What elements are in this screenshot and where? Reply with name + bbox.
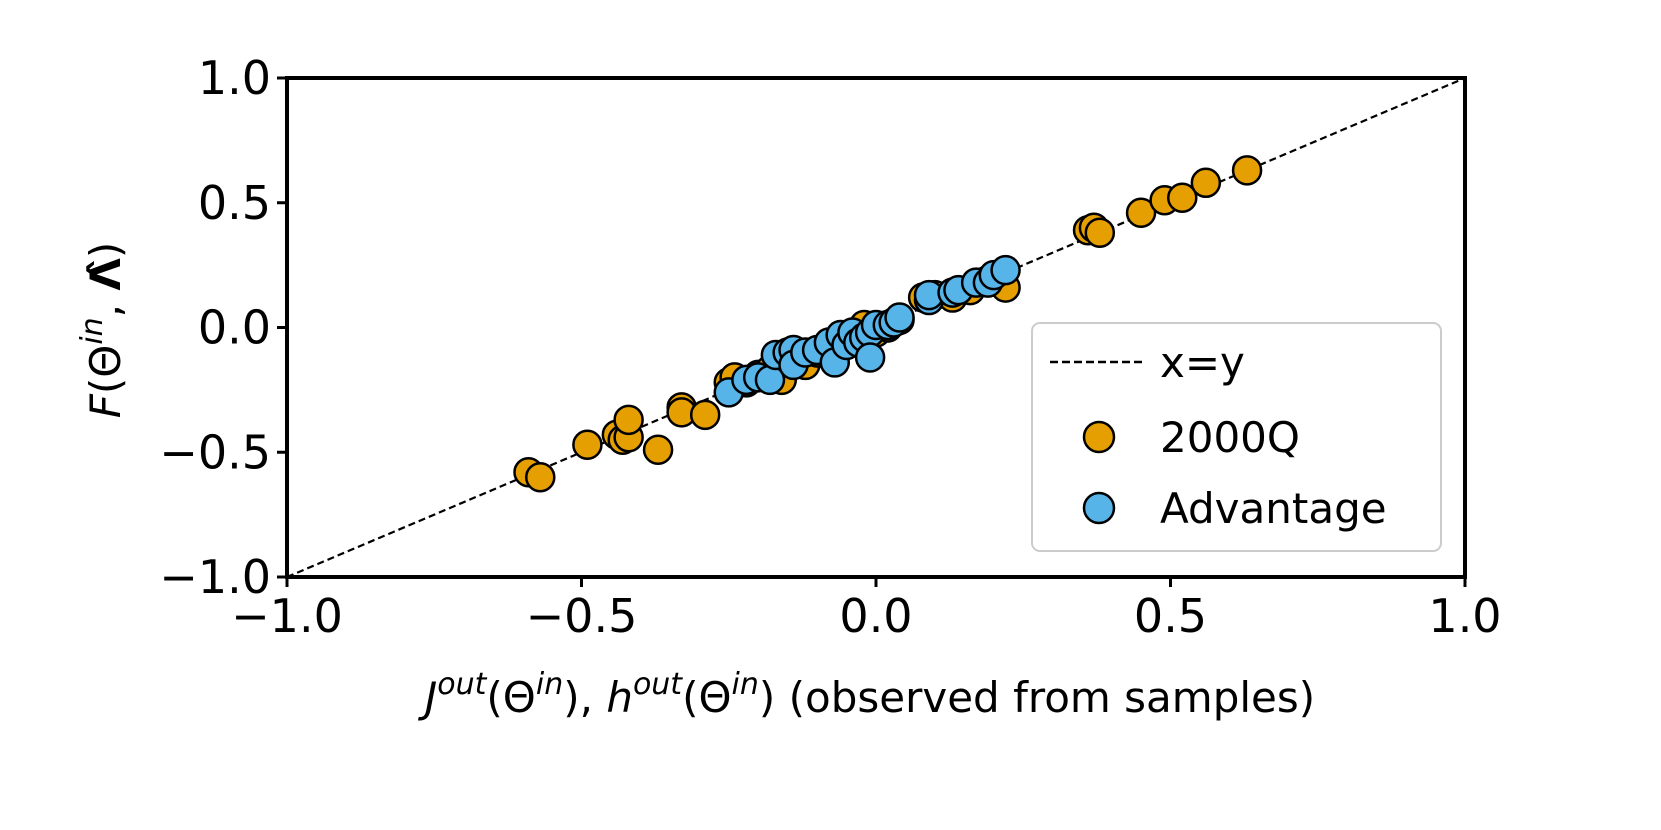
data-point-2000q-2 <box>572 429 603 461</box>
data-point-2000q-36 <box>1125 197 1157 228</box>
data-point-2000q-10 <box>689 399 721 431</box>
data-point-2000q-39 <box>1190 167 1222 199</box>
x-tick-label: −1.0 <box>231 589 343 643</box>
legend-marker-2000q <box>1082 420 1116 454</box>
y-tick-label: 0.0 <box>198 301 271 355</box>
x-tick-label: −0.5 <box>526 589 638 643</box>
data-point-2000q-7 <box>642 434 674 466</box>
y-tick-label: 0.5 <box>198 176 271 230</box>
legend: x=y 2000Q Advantage <box>1031 322 1442 552</box>
axes-layer: −1.0 −0.5 0.0 0.5 1.0 −1.0 −0.5 0.0 0.5 1.0 <box>159 51 1501 643</box>
data-point-advantage-30 <box>990 254 1021 286</box>
svg-text:F(Θin, Λ̂): F(Θin, Λ̂) <box>75 242 130 419</box>
x-tick-label: 0.0 <box>839 589 912 643</box>
legend-label-x-eq-y: x=y <box>1160 338 1245 387</box>
data-point-2000q-1 <box>525 461 556 493</box>
svg-text:Jout(Θin), hout(Θin) (observed: Jout(Θin), hout(Θin) (observed from samp… <box>418 667 1315 722</box>
data-point-2000q-40 <box>1231 155 1263 186</box>
data-point-2000q-38 <box>1167 182 1198 214</box>
y-tick-label: −1.0 <box>159 550 271 604</box>
legend-marker-advantage <box>1082 491 1116 525</box>
y-tick-label: −0.5 <box>159 425 271 479</box>
legend-label-2000q: 2000Q <box>1160 413 1300 462</box>
y-axis-label: F(Θin, Λ̂) <box>75 242 130 419</box>
x-tick-label: 1.0 <box>1428 589 1501 643</box>
data-points-layer <box>513 155 1263 493</box>
x-axis-label: Jout(Θin), hout(Θin) (observed from samp… <box>418 667 1315 722</box>
data-point-advantage-18 <box>854 342 886 373</box>
data-point-2000q-6 <box>613 404 644 436</box>
x-tick-label: 0.5 <box>1134 589 1207 643</box>
legend-label-advantage: Advantage <box>1160 484 1387 533</box>
data-point-advantage-22 <box>884 302 915 333</box>
series-advantage <box>713 254 1021 408</box>
y-tick-label: 1.0 <box>198 51 271 105</box>
legend-frame <box>1031 322 1442 552</box>
data-point-2000q-35 <box>1084 217 1116 248</box>
